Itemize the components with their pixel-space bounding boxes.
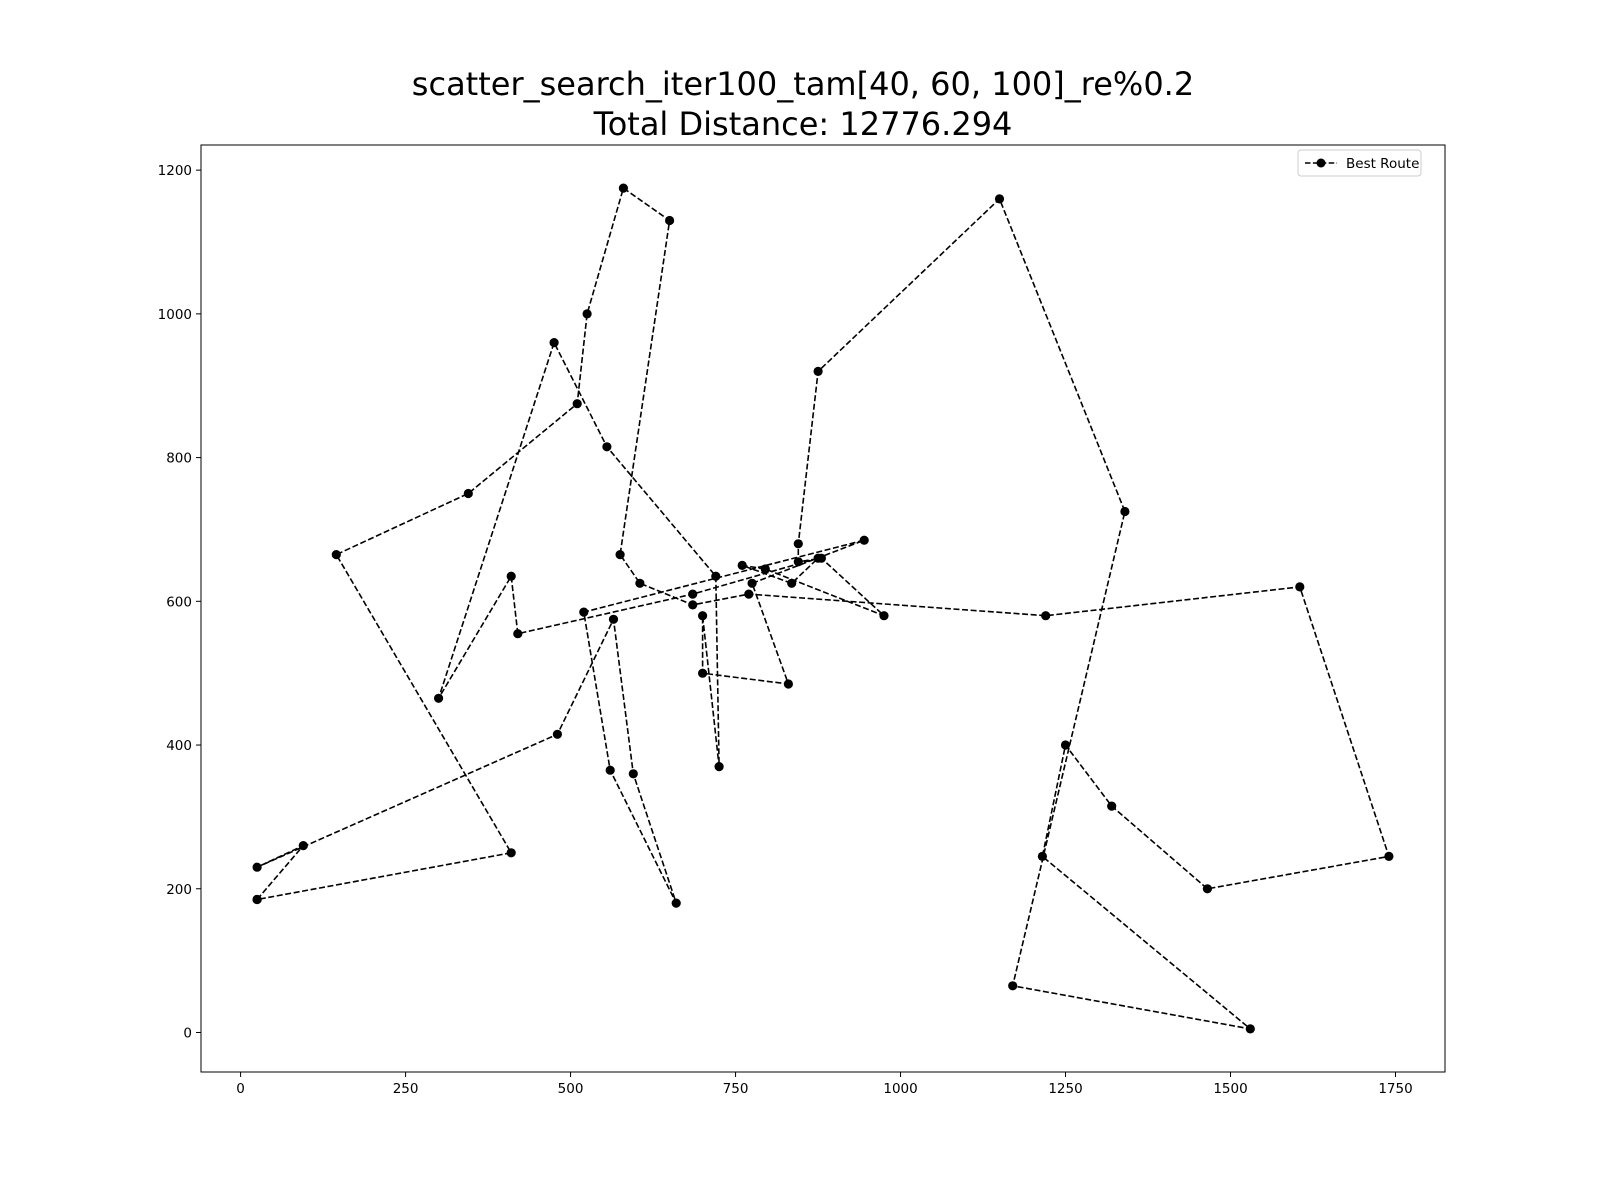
route-point — [665, 215, 675, 226]
legend: Best Route — [1297, 149, 1422, 177]
route-point — [714, 762, 724, 772]
route-point — [628, 769, 638, 779]
route-point — [602, 442, 612, 452]
route-point — [711, 571, 721, 581]
x-tick-label: 1500 — [1213, 1081, 1247, 1097]
route-point — [813, 366, 823, 376]
route-point — [552, 729, 563, 739]
route-point — [816, 553, 827, 563]
chart-title: scatter_search_iter100_tam[40, 60, 100]_… — [412, 65, 1194, 103]
route-point — [879, 611, 889, 621]
y-tick-label: 0 — [183, 1025, 192, 1041]
y-tick-label: 200 — [166, 882, 192, 898]
x-tick-label: 1250 — [1048, 1081, 1082, 1097]
route-point — [635, 578, 645, 588]
plot-area — [201, 145, 1445, 1072]
route-point — [1008, 981, 1018, 991]
route-point — [747, 578, 757, 588]
x-tick-label: 750 — [723, 1081, 749, 1097]
axes-frame — [200, 144, 1446, 1073]
route-point — [579, 607, 589, 617]
route-point — [744, 589, 754, 599]
x-tick-label: 1750 — [1378, 1081, 1412, 1097]
route-point — [1041, 611, 1051, 621]
y-tick-label: 1200 — [158, 163, 192, 179]
route-point — [252, 894, 262, 905]
route-point — [549, 338, 559, 348]
route-point — [331, 550, 341, 560]
route-point — [615, 550, 625, 560]
route-point — [618, 183, 629, 193]
y-tick-label: 800 — [166, 451, 192, 467]
route-point — [783, 679, 794, 689]
route-line — [256, 187, 1390, 1030]
route-point — [1120, 506, 1130, 517]
route-point — [994, 194, 1005, 204]
route-series — [252, 183, 1394, 1034]
route-point — [760, 564, 770, 574]
route-point — [1384, 851, 1394, 862]
route-point — [513, 629, 523, 639]
legend-marker-swatch — [1316, 158, 1326, 168]
route-point — [737, 560, 747, 571]
route-point — [698, 668, 708, 678]
route-point — [1037, 851, 1047, 862]
y-tick-label: 400 — [166, 738, 192, 754]
route-point — [463, 488, 473, 499]
route-point — [506, 848, 516, 858]
chart-subtitle: Total Distance: 12776.294 — [593, 105, 1013, 143]
route-point — [1245, 1024, 1255, 1034]
route-point — [1295, 582, 1305, 592]
axes — [200, 144, 1446, 1073]
route-point — [793, 539, 803, 549]
x-tick-label: 1000 — [883, 1081, 917, 1097]
route-point — [1060, 740, 1071, 750]
route-point — [688, 589, 698, 599]
route-point — [859, 535, 869, 545]
route-point — [1202, 884, 1212, 894]
y-tick-label: 1000 — [158, 307, 192, 323]
route-point — [506, 571, 516, 581]
route-point — [671, 898, 681, 908]
route-point — [787, 578, 797, 588]
route-point — [608, 614, 619, 624]
tick-labels: 0 250 500 750 1000 1250 1500 1750 0 200 400 600 800 1… — [158, 163, 1413, 1097]
route-point — [252, 862, 262, 872]
legend-label: Best Route — [1346, 156, 1419, 172]
route-point — [688, 600, 698, 610]
legend-frame — [1297, 149, 1422, 177]
route-point — [1107, 801, 1117, 811]
x-tick-label: 0 — [236, 1081, 245, 1097]
x-tick-label: 500 — [558, 1081, 584, 1097]
route-point — [298, 841, 308, 851]
x-tick-label: 250 — [393, 1081, 419, 1097]
plot-background — [201, 145, 1445, 1072]
route-point — [605, 765, 615, 775]
y-tick-label: 600 — [166, 594, 192, 610]
route-point — [582, 309, 592, 319]
route-point — [434, 693, 444, 703]
route-point — [793, 557, 803, 567]
route-point — [572, 399, 582, 409]
route-point — [698, 611, 708, 621]
